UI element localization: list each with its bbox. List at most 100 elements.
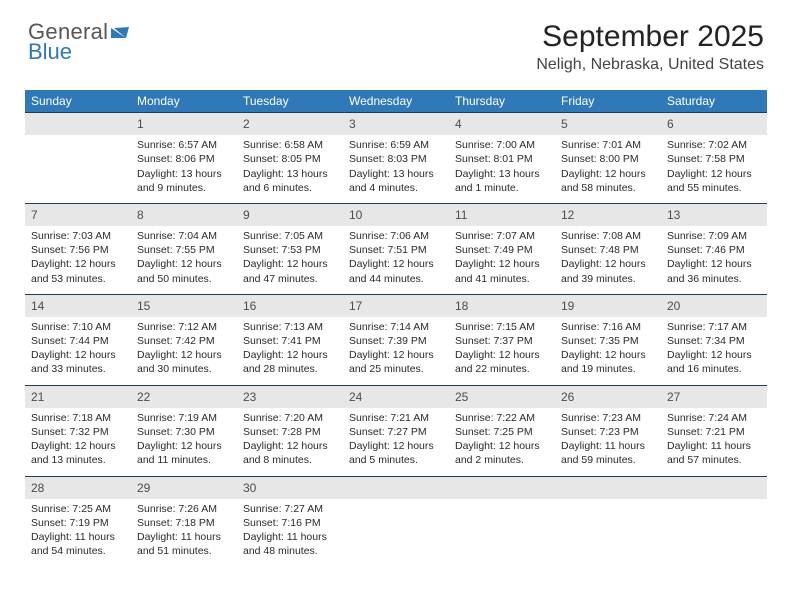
detail-cell: Sunrise: 7:18 AMSunset: 7:32 PMDaylight:… [25,408,131,476]
detail-line: and 2 minutes. [455,453,549,467]
date-row: 14151617181920 [25,294,767,317]
detail-line: Daylight: 13 hours [243,167,337,181]
detail-line: Sunrise: 7:07 AM [455,229,549,243]
detail-cell: Sunrise: 7:13 AMSunset: 7:41 PMDaylight:… [237,317,343,385]
detail-line: Sunset: 7:18 PM [137,516,231,530]
detail-line: Daylight: 12 hours [243,348,337,362]
detail-cell [661,499,767,567]
detail-line: Sunset: 8:05 PM [243,152,337,166]
detail-line: Sunrise: 7:24 AM [667,411,761,425]
detail-line: Sunset: 7:56 PM [31,243,125,257]
detail-line: and 1 minute. [455,181,549,195]
detail-cell: Sunrise: 7:19 AMSunset: 7:30 PMDaylight:… [131,408,237,476]
detail-cell: Sunrise: 7:01 AMSunset: 8:00 PMDaylight:… [555,135,661,203]
detail-cell [25,135,131,203]
detail-line: Daylight: 12 hours [455,348,549,362]
detail-line: Sunset: 8:03 PM [349,152,443,166]
detail-line: Sunrise: 7:14 AM [349,320,443,334]
detail-line: and 9 minutes. [137,181,231,195]
detail-cell: Sunrise: 7:20 AMSunset: 7:28 PMDaylight:… [237,408,343,476]
detail-line: Sunset: 7:42 PM [137,334,231,348]
detail-line: and 44 minutes. [349,272,443,286]
detail-line: Sunset: 7:53 PM [243,243,337,257]
detail-line: and 50 minutes. [137,272,231,286]
detail-line: Daylight: 11 hours [137,530,231,544]
detail-line: Sunrise: 6:58 AM [243,138,337,152]
detail-line: and 58 minutes. [561,181,655,195]
detail-line: Sunrise: 7:00 AM [455,138,549,152]
detail-cell: Sunrise: 7:07 AMSunset: 7:49 PMDaylight:… [449,226,555,294]
day-header: Friday [555,90,661,113]
date-cell: 21 [25,385,131,408]
detail-line: Sunrise: 7:17 AM [667,320,761,334]
detail-line: Sunrise: 7:08 AM [561,229,655,243]
detail-line: Daylight: 11 hours [561,439,655,453]
title-block: September 2025 Neligh, Nebraska, United … [536,20,764,74]
detail-row: Sunrise: 7:03 AMSunset: 7:56 PM Daylight:… [25,226,767,294]
date-cell: 12 [555,203,661,226]
page-title: September 2025 [536,20,764,54]
detail-cell: Sunrise: 7:22 AMSunset: 7:25 PMDaylight:… [449,408,555,476]
detail-line: Daylight: 12 hours [349,348,443,362]
date-row: 123456 [25,113,767,136]
detail-cell: Sunrise: 7:25 AMSunset: 7:19 PMDaylight:… [25,499,131,567]
date-cell: 24 [343,385,449,408]
detail-line: Sunrise: 7:25 AM [31,502,125,516]
date-cell: 28 [25,476,131,499]
detail-cell: Sunrise: 7:17 AMSunset: 7:34 PMDaylight:… [661,317,767,385]
detail-line: Sunrise: 6:59 AM [349,138,443,152]
detail-line: Sunset: 7:19 PM [31,516,125,530]
date-cell [25,113,131,136]
date-cell: 29 [131,476,237,499]
date-cell: 30 [237,476,343,499]
date-cell: 23 [237,385,343,408]
date-cell: 13 [661,203,767,226]
detail-line: Sunset: 7:44 PM [31,334,125,348]
detail-line: Daylight: 12 hours [561,257,655,271]
detail-line: Sunset: 7:16 PM [243,516,337,530]
date-cell: 27 [661,385,767,408]
detail-row: Sunrise: 6:57 AMSunset: 8:06 PMDaylight:… [25,135,767,203]
detail-cell: Sunrise: 7:02 AMSunset: 7:58 PMDaylight:… [661,135,767,203]
detail-line: Daylight: 12 hours [455,257,549,271]
detail-cell: Sunrise: 7:15 AMSunset: 7:37 PMDaylight:… [449,317,555,385]
detail-line: Sunset: 7:46 PM [667,243,761,257]
detail-line: and 8 minutes. [243,453,337,467]
logo: General Blue [28,20,131,63]
detail-line: and 4 minutes. [349,181,443,195]
detail-line: Sunrise: 7:09 AM [667,229,761,243]
detail-line: and 22 minutes. [455,362,549,376]
detail-line: and 51 minutes. [137,544,231,558]
logo-mark-icon [111,25,131,39]
detail-row: Sunrise: 7:18 AMSunset: 7:32 PMDaylight:… [25,408,767,476]
detail-line: and 59 minutes. [561,453,655,467]
detail-line: Sunrise: 7:12 AM [137,320,231,334]
detail-line: and 11 minutes. [137,453,231,467]
date-cell [343,476,449,499]
detail-line: Sunrise: 7:06 AM [349,229,443,243]
date-cell: 4 [449,113,555,136]
detail-cell: Sunrise: 6:59 AMSunset: 8:03 PMDaylight:… [343,135,449,203]
detail-line: Daylight: 12 hours [455,439,549,453]
detail-line: Sunrise: 7:03 AM [31,229,125,243]
detail-line: and 6 minutes. [243,181,337,195]
date-row: 282930 [25,476,767,499]
detail-line: Sunset: 7:35 PM [561,334,655,348]
detail-line: Sunrise: 7:05 AM [243,229,337,243]
detail-line: and 47 minutes. [243,272,337,286]
header: General Blue September 2025 Neligh, Nebr… [0,0,792,82]
detail-line: and 53 minutes. [31,272,125,286]
detail-line: Sunset: 7:21 PM [667,425,761,439]
day-header-row: SundayMondayTuesdayWednesdayThursdayFrid… [25,90,767,113]
detail-cell: Sunrise: 7:00 AMSunset: 8:01 PMDaylight:… [449,135,555,203]
date-cell: 17 [343,294,449,317]
detail-line: Daylight: 12 hours [31,439,125,453]
day-header: Saturday [661,90,767,113]
detail-cell: Sunrise: 7:16 AMSunset: 7:35 PMDaylight:… [555,317,661,385]
detail-line: Daylight: 12 hours [667,257,761,271]
detail-line: and 16 minutes. [667,362,761,376]
date-cell: 3 [343,113,449,136]
detail-line: and 33 minutes. [31,362,125,376]
detail-line: Sunrise: 7:01 AM [561,138,655,152]
detail-line: and 30 minutes. [137,362,231,376]
